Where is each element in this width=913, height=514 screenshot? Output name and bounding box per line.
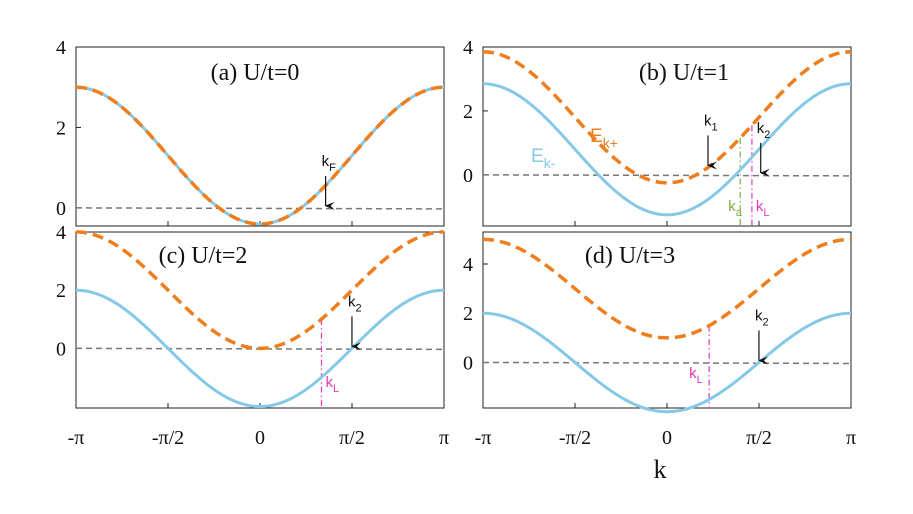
fermi-level-line [482,361,852,365]
y-tick-label: 2 [463,101,473,123]
lower-band-curve [482,311,852,414]
x-tick-label: -π [475,427,492,449]
y-tick-label: 4 [463,254,473,276]
x-tick-label: -π/2 [152,427,184,449]
panel-c: 0 2 4 -π -π/2 0 π/2 π (c) U/t=2 k2 kL [56,222,449,449]
upper-band-curve [482,237,852,340]
panel-d: 0 2 4 -π -π/2 0 π/2 π (d) U/t=3 k2 kL [463,231,856,449]
y-tick-label: 4 [56,37,66,59]
upper-band-label: Ek+ [590,126,618,151]
lower-band-label: Ek- [531,146,556,171]
y-tick-label: 2 [56,117,66,139]
fermi-level-line [482,174,852,177]
k-label: k2 [755,307,769,328]
panel-a: 0 2 4 (a) U/t=0 kF [56,37,445,227]
k-label: kL [689,365,703,386]
k-label: k2 [348,293,362,314]
k-label: kL [756,198,770,219]
k-label: k2 [757,120,771,141]
y-tick-label: 0 [463,165,473,187]
lower-band-curve [75,288,445,409]
x-tick-label: π [439,427,449,449]
y-tick-label: 0 [56,338,66,360]
x-tick-label: 0 [255,427,265,449]
lower-band-curve [75,85,445,226]
x-tick-label: 0 [662,427,672,449]
k-label: k1 [704,112,718,133]
x-tick-label: π [846,427,856,449]
upper-band-curve [482,50,852,185]
y-tick-label: 0 [463,352,473,374]
x-tick-label: π/2 [746,427,772,449]
upper-band-curve [75,230,445,351]
axis-frame [75,231,445,409]
y-tick-label: 4 [56,222,66,244]
k-label: kL [325,374,339,395]
k-label: kF [322,153,337,174]
fermi-level-line [75,207,445,210]
panel-title: (a) U/t=0 [211,60,300,86]
y-tick-label: 0 [56,198,66,220]
x-tick-label: -π [68,427,85,449]
panel-title: (c) U/t=2 [159,243,248,269]
x-tick-label: π/2 [339,427,365,449]
y-tick-label: 4 [463,37,473,59]
y-tick-label: 2 [463,303,473,325]
upper-band-curve [75,85,445,226]
x-tick-label: -π/2 [559,427,591,449]
x-axis-label: k [654,455,667,484]
lower-band-curve [482,82,852,217]
y-tick-label: 2 [56,280,66,302]
panel-title: (d) U/t=3 [585,243,675,269]
panel-title: (b) U/t=1 [639,60,729,86]
